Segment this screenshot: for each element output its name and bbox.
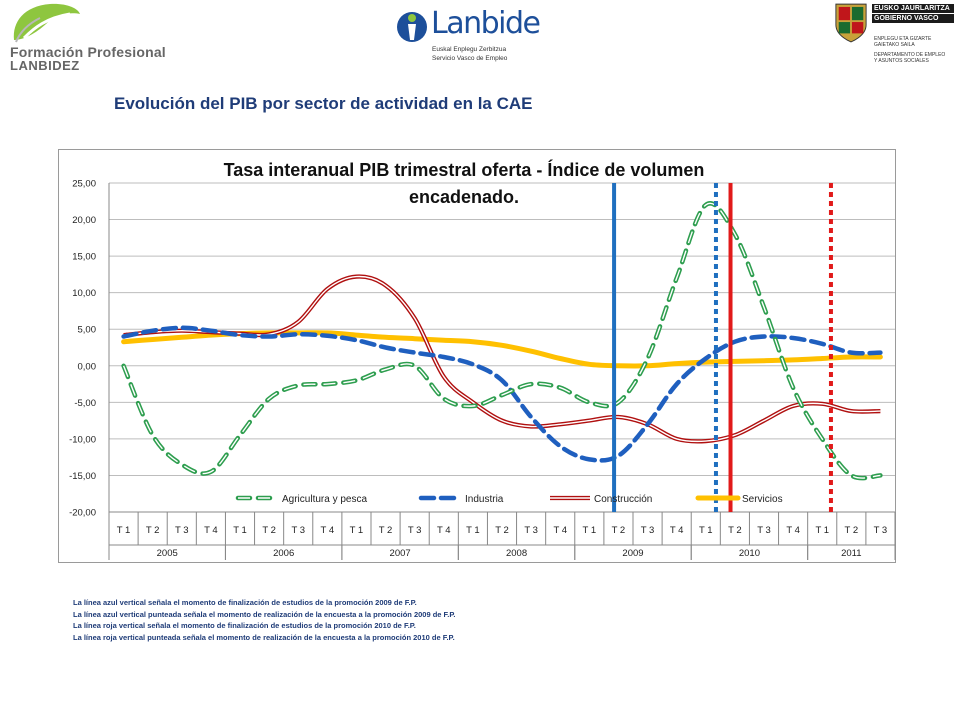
- x-tick-label: T 4: [553, 525, 567, 536]
- x-tick-label: T 3: [408, 525, 422, 536]
- gobierno-vasco-logo: EUSKO JAURLARITZA GOBIERNO VASCO ENPLEGU…: [832, 2, 956, 82]
- lanbide-logo: Lanbide Euskal Enplegu Zerbitzua Servici…: [395, 6, 555, 66]
- y-tick-label: -10,00: [69, 434, 96, 445]
- footnote: La línea roja vertical señala el momento…: [73, 621, 416, 630]
- gv-small-2: GAIETAKO SAILA: [874, 42, 915, 48]
- x-tick-label: T 2: [146, 525, 160, 536]
- formacion-profesional-logo: Formación Profesional LANBIDEZ: [4, 2, 184, 73]
- year-label: 2009: [622, 548, 643, 559]
- x-tick-label: T 3: [291, 525, 305, 536]
- year-label: 2005: [157, 548, 178, 559]
- coat-of-arms-icon: [835, 3, 867, 43]
- lanbide-subtitle-es: Servicio Vasco de Empleo: [432, 55, 508, 62]
- legend-label: Industria: [465, 494, 504, 505]
- x-tick-label: T 2: [379, 525, 393, 536]
- series-line-industria: [121, 325, 883, 463]
- x-tick-label: T 4: [670, 525, 684, 536]
- x-tick-label: T 1: [117, 525, 131, 536]
- x-tick-label: T 1: [233, 525, 247, 536]
- x-tick-label: T 3: [874, 525, 888, 536]
- series-line-servicios: [121, 330, 883, 369]
- gv-bar-2: GOBIERNO VASCO: [872, 14, 954, 23]
- y-tick-label: -5,00: [74, 398, 96, 409]
- footnotes: La línea azul vertical señala el momento…: [73, 597, 456, 643]
- y-tick-label: 5,00: [78, 325, 97, 336]
- fp-leaf-icon: [13, 3, 80, 43]
- x-tick-label: T 1: [583, 525, 597, 536]
- x-tick-label: T 4: [204, 525, 218, 536]
- x-tick-label: T 2: [495, 525, 509, 536]
- x-tick-label: T 2: [612, 525, 626, 536]
- footnote: La línea roja vertical punteada señala e…: [73, 632, 455, 642]
- x-tick-label: T 3: [641, 525, 655, 536]
- chart-title-line1: Tasa interanual PIB trimestral oferta - …: [223, 160, 705, 180]
- x-tick-label: T 1: [466, 525, 480, 536]
- x-tick-label: T 3: [524, 525, 538, 536]
- gv-small-4: Y ASUNTOS SOCIALES: [874, 58, 929, 64]
- y-tick-label: 25,00: [72, 179, 96, 190]
- footnote: La línea azul vertical señala el momento…: [73, 598, 417, 607]
- x-tick-label: T 2: [845, 525, 859, 536]
- series-line-agricultura-y-pesca-inner: [122, 202, 881, 479]
- year-label: 2006: [273, 548, 294, 559]
- lanbide-brand: Lanbide: [431, 6, 541, 41]
- x-tick-label: T 1: [350, 525, 364, 536]
- lanbide-figure-icon: [397, 12, 427, 42]
- x-tick-label: T 2: [728, 525, 742, 536]
- x-tick-label: T 4: [321, 525, 335, 536]
- legend-label: Servicios: [742, 494, 783, 505]
- x-tick-label: T 1: [815, 525, 829, 536]
- x-tick-label: T 1: [699, 525, 713, 536]
- year-label: 2010: [739, 548, 760, 559]
- fp-logo-line2: LANBIDEZ: [10, 58, 80, 73]
- legend-label: Agricultura y pesca: [282, 494, 367, 505]
- footnote: La línea azul vertical punteada señala e…: [73, 609, 456, 619]
- y-tick-label: -20,00: [69, 508, 96, 519]
- legend-label: Construcción: [594, 494, 652, 505]
- y-tick-label: -15,00: [69, 471, 96, 482]
- fp-logo-line1: Formación Profesional: [10, 44, 166, 60]
- chart-title-line2: encadenado.: [408, 187, 520, 207]
- y-tick-label: 15,00: [72, 252, 96, 263]
- y-tick-label: 20,00: [72, 215, 96, 226]
- gv-bar-1: EUSKO JAURLARITZA: [872, 4, 954, 13]
- year-label: 2008: [506, 548, 527, 559]
- x-tick-label: T 4: [786, 525, 800, 536]
- year-label: 2011: [841, 548, 861, 559]
- x-tick-label: T 3: [175, 525, 189, 536]
- x-tick-label: T 3: [757, 525, 771, 536]
- gv-small-1: ENPLEGU ETA GIZARTE: [874, 36, 932, 42]
- chart-title: Tasa interanual PIB trimestral oferta - …: [186, 157, 742, 211]
- y-tick-label: 10,00: [72, 288, 96, 299]
- y-tick-label: 0,00: [78, 361, 97, 372]
- page-title: Evolución del PIB por sector de activida…: [114, 94, 533, 113]
- x-tick-label: T 4: [437, 525, 451, 536]
- x-tick-label: T 2: [262, 525, 276, 536]
- gv-small-3: DEPARTAMENTO DE EMPLEO: [874, 52, 946, 58]
- chart-frame: [58, 149, 896, 563]
- year-label: 2007: [390, 548, 411, 559]
- series-line-agricultura-y-pesca: [121, 201, 883, 481]
- lanbide-subtitle-eu: Euskal Enplegu Zerbitzua: [432, 46, 507, 53]
